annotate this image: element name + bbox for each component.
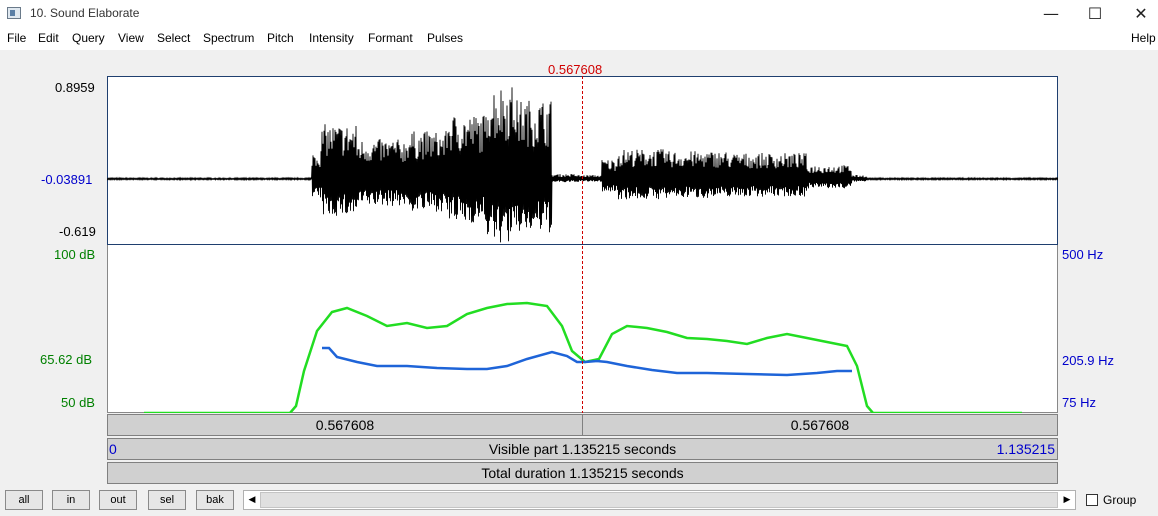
- signal-view[interactable]: [107, 76, 1058, 413]
- scrollbar-thumb[interactable]: [260, 492, 1058, 508]
- menu-pitch[interactable]: Pitch: [267, 31, 294, 45]
- menu-edit[interactable]: Edit: [38, 31, 59, 45]
- time-bar-left-label: 0.567608: [315, 417, 375, 433]
- menu-select[interactable]: Select: [157, 31, 191, 45]
- pitch-max-label: 500 Hz: [1062, 247, 1104, 262]
- pitch-mid-label: 205.9 Hz: [1062, 353, 1115, 368]
- visible-part-label: Visible part 1.135215 seconds: [488, 441, 677, 457]
- zoom-in-button[interactable]: in: [52, 490, 90, 510]
- scroll-right-icon[interactable]: ▶: [1063, 495, 1071, 505]
- app-icon: [7, 7, 21, 19]
- visible-part-bar[interactable]: 0 Visible part 1.135215 seconds 1.135215: [107, 438, 1058, 460]
- zoom-all-button[interactable]: all: [5, 490, 43, 510]
- intensity-max-label: 100 dB: [54, 247, 96, 262]
- pitch-curve: [322, 346, 852, 377]
- intensity-min-label: 50 dB: [61, 395, 95, 410]
- intensity-curve: [144, 301, 1022, 413]
- waveform-max-label: 0.8959: [55, 80, 95, 95]
- cursor-time-label: 0.567608: [548, 62, 603, 77]
- time-bar-right-segment[interactable]: 0.567608: [582, 414, 1058, 436]
- menu-spectrum[interactable]: Spectrum: [203, 31, 255, 45]
- total-duration-label: Total duration 1.135215 seconds: [481, 465, 684, 481]
- visible-start-label: 0: [109, 441, 117, 457]
- waveform-mid-label: -0.03891: [41, 172, 93, 187]
- waveform-min-label: -0.619: [59, 224, 96, 239]
- maximize-button[interactable]: ☐: [1087, 4, 1103, 23]
- menu-pulses[interactable]: Pulses: [427, 31, 464, 45]
- menu-file[interactable]: File: [7, 31, 27, 45]
- group-checkbox[interactable]: [1086, 494, 1098, 506]
- waveform-trace: [107, 87, 1058, 243]
- intensity-mid-label: 65.62 dB: [40, 352, 93, 367]
- menu-view[interactable]: View: [118, 31, 144, 45]
- bottom-controls: all in out sel bak ◀ ▶ Group: [0, 486, 1158, 516]
- menu-query[interactable]: Query: [72, 31, 105, 45]
- title-bar: 10. Sound Elaborate — ☐ ✕: [0, 0, 1158, 28]
- time-bar-left-segment[interactable]: 0.567608: [107, 414, 583, 436]
- menu-formant[interactable]: Formant: [368, 31, 413, 45]
- zoom-selection-button[interactable]: sel: [148, 490, 186, 510]
- visible-end-label: 1.135215: [996, 441, 1055, 457]
- menu-help[interactable]: Help: [1131, 31, 1156, 45]
- time-bar-right-label: 0.567608: [790, 417, 850, 433]
- total-duration-bar[interactable]: Total duration 1.135215 seconds: [107, 462, 1058, 484]
- scroll-left-icon[interactable]: ◀: [248, 495, 256, 505]
- menu-intensity[interactable]: Intensity: [309, 31, 354, 45]
- window-title: 10. Sound Elaborate: [30, 6, 140, 20]
- menu-bar: File Edit Query View Select Spectrum Pit…: [0, 28, 1158, 50]
- zoom-out-button[interactable]: out: [99, 490, 137, 510]
- pitch-min-label: 75 Hz: [1062, 395, 1096, 410]
- group-label: Group: [1103, 493, 1137, 507]
- horizontal-scrollbar[interactable]: ◀ ▶: [243, 490, 1076, 510]
- minimize-button[interactable]: —: [1043, 4, 1059, 23]
- zoom-back-button[interactable]: bak: [196, 490, 234, 510]
- close-button[interactable]: ✕: [1134, 4, 1148, 23]
- signal-canvas[interactable]: [107, 76, 1058, 413]
- sound-editor: 0.567608 0.8959 -0.03891 -0.619 100 dB 6…: [0, 50, 1158, 486]
